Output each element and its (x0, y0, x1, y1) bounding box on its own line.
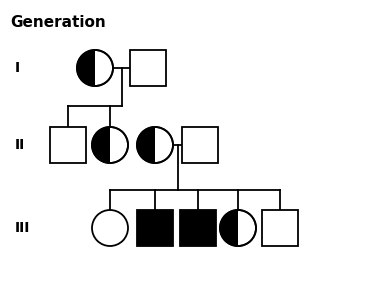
Text: II: II (15, 138, 25, 152)
Circle shape (220, 210, 256, 246)
Bar (130, 50, 166, 86)
Bar (262, 210, 298, 246)
Circle shape (92, 210, 128, 246)
Circle shape (77, 50, 113, 86)
Text: Generation: Generation (10, 15, 106, 30)
Circle shape (137, 127, 173, 163)
Bar (137, 210, 173, 246)
Bar (180, 210, 216, 246)
Wedge shape (77, 50, 95, 86)
Bar (182, 127, 218, 163)
Wedge shape (220, 210, 238, 246)
Wedge shape (137, 127, 155, 163)
Text: III: III (15, 221, 30, 235)
Wedge shape (92, 127, 110, 163)
Bar (50, 127, 86, 163)
Circle shape (92, 127, 128, 163)
Text: I: I (15, 61, 20, 75)
